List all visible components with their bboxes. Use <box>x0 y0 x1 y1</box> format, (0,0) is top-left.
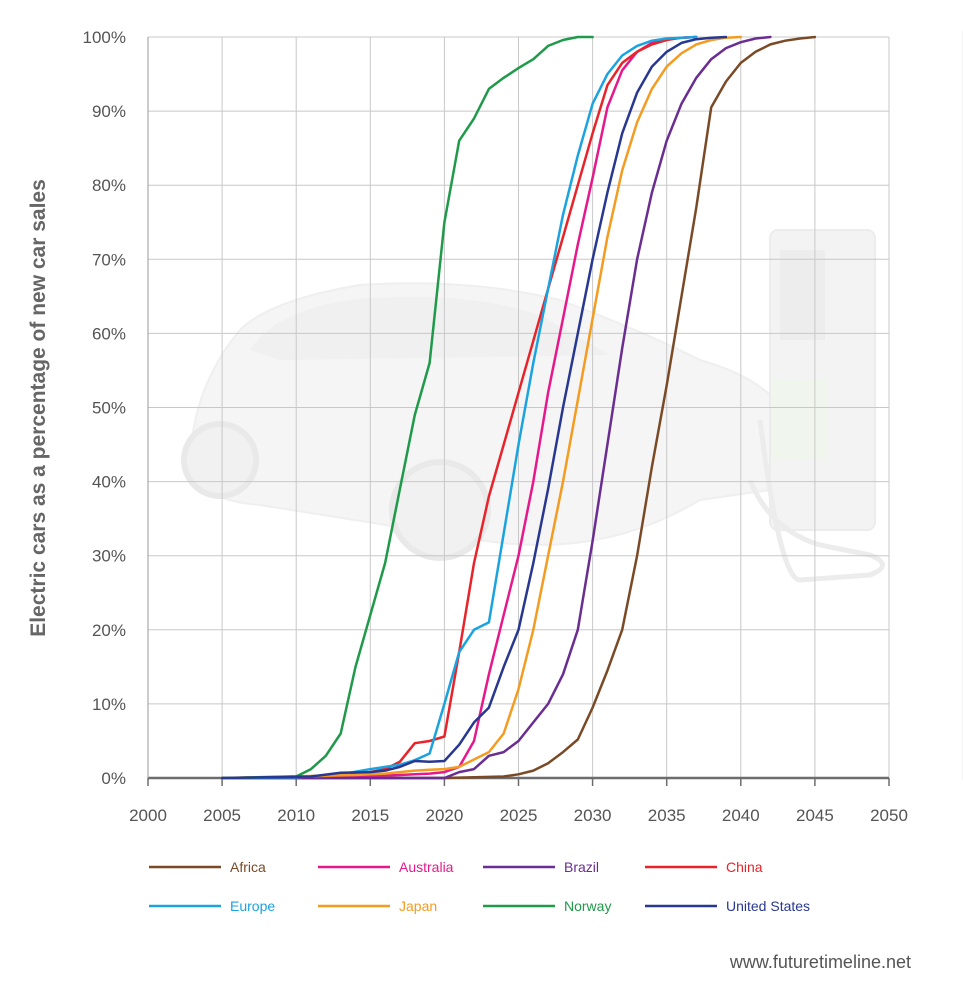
x-tick-label-2010: 2010 <box>277 806 315 825</box>
series-line-africa <box>220 35 817 780</box>
x-tick-label-2020: 2020 <box>425 806 463 825</box>
legend-label-brazil: Brazil <box>564 859 599 875</box>
legend-label-africa: Africa <box>230 859 266 875</box>
grid-lines <box>147 36 890 779</box>
series-line-japan <box>220 35 743 780</box>
x-tick-label-2030: 2030 <box>574 806 612 825</box>
y-tick-label-30: 30% <box>92 547 126 566</box>
x-tick-label-2035: 2035 <box>648 806 686 825</box>
y-tick-label-20: 20% <box>92 621 126 640</box>
y-tick-label-10: 10% <box>92 695 126 714</box>
series-line-norway <box>220 35 594 780</box>
car-charger-background-image <box>181 30 963 780</box>
legend-label-australia: Australia <box>399 859 454 875</box>
y-tick-label-50: 50% <box>92 399 126 418</box>
y-tick-label-90: 90% <box>92 102 126 121</box>
y-tick-label-40: 40% <box>92 473 126 492</box>
x-tick-label-2000: 2000 <box>129 806 167 825</box>
series-line-europe <box>220 35 698 780</box>
series-lines <box>220 35 817 780</box>
legend-label-norway: Norway <box>564 898 611 914</box>
x-tick-label-2040: 2040 <box>722 806 760 825</box>
series-line-china <box>220 35 698 780</box>
y-axis-title: Electric cars as a percentage of new car… <box>27 179 50 637</box>
y-tick-label-100: 100% <box>83 28 126 47</box>
legend: Africa Australia Brazil China Europe Japan Nor… <box>149 859 810 914</box>
y-tick-label-0: 0% <box>101 769 126 788</box>
series-line-brazil <box>220 35 772 780</box>
y-tick-label-70: 70% <box>92 250 126 269</box>
site-credit: www.futuretimeline.net <box>729 952 911 972</box>
x-tick-labels: 2000 2005 2010 2015 2020 2025 2030 2035 2040 2045… <box>129 806 908 825</box>
charging-station-light <box>772 380 827 460</box>
x-tick-label-2045: 2045 <box>796 806 834 825</box>
x-tick-label-2015: 2015 <box>351 806 389 825</box>
x-tick-label-2025: 2025 <box>500 806 538 825</box>
legend-label-europe: Europe <box>230 898 275 914</box>
x-tick-label-2050: 2050 <box>870 806 908 825</box>
car-front-wheel <box>389 459 491 561</box>
y-tick-label-80: 80% <box>92 176 126 195</box>
x-tick-label-2005: 2005 <box>203 806 241 825</box>
series-line-united-states <box>220 35 728 780</box>
legend-label-japan: Japan <box>399 898 437 914</box>
legend-label-china: China <box>726 859 763 875</box>
y-tick-labels: 0% 10% 20% 30% 40% 50% 60% 70% 80% 90% 100% <box>83 28 126 788</box>
legend-label-united-states: United States <box>726 898 810 914</box>
charging-station-screen <box>780 250 825 340</box>
car-window-shape <box>250 296 610 360</box>
charging-cable <box>747 419 885 583</box>
car-rear-wheel <box>181 421 259 499</box>
y-tick-label-60: 60% <box>92 324 126 343</box>
